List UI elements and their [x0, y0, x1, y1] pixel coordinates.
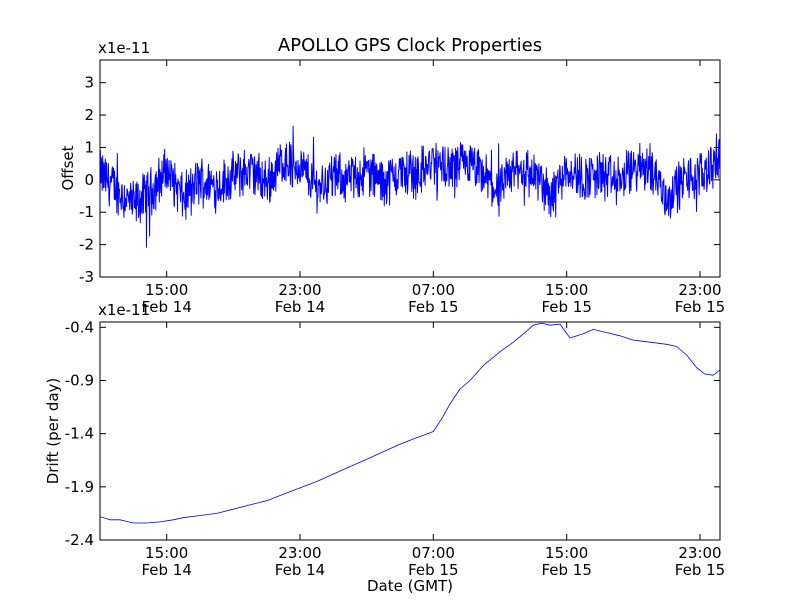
offset-x-tick-time: 15:00 — [545, 281, 588, 299]
drift-x-tick-date: Feb 14 — [141, 561, 191, 579]
drift-x-tick-time: 23:00 — [278, 544, 321, 562]
offset-x-tick-time: 07:00 — [412, 281, 455, 299]
drift-plot-frame — [99, 321, 721, 541]
drift-y-tick-label: -2.4 — [65, 531, 94, 549]
drift-y-tick-label: -1.9 — [65, 478, 94, 496]
drift-x-tick-date: Feb 15 — [675, 561, 725, 579]
offset-y-tick-label: -3 — [79, 268, 94, 286]
offset-series-line — [100, 125, 720, 248]
drift-x-tick-date: Feb 15 — [408, 561, 458, 579]
drift-series — [100, 322, 720, 524]
drift-y-ticks: -0.4 -0.9 -1.4 -1.9 -2.4 — [65, 318, 720, 549]
offset-x-tick-date: Feb 15 — [408, 298, 458, 316]
offset-x-tick-date: Feb 14 — [275, 298, 325, 316]
drift-y-tick-label: -0.9 — [65, 371, 94, 389]
offset-series — [100, 125, 720, 248]
offset-x-tick-time: 23:00 — [678, 281, 721, 299]
drift-x-tick-date: Feb 14 — [275, 561, 325, 579]
offset-scale-note: x1e-11 — [98, 39, 150, 57]
drift-y-tick-label: -0.4 — [65, 318, 94, 336]
drift-x-axis-label: Date (GMT) — [367, 577, 453, 595]
offset-y-tick-label: 3 — [84, 74, 94, 92]
drift-x-tick-time: 07:00 — [412, 544, 455, 562]
offset-x-tick-time: 23:00 — [278, 281, 321, 299]
offset-x-tick-date: Feb 15 — [675, 298, 725, 316]
offset-y-tick-label: 0 — [84, 171, 94, 189]
offset-x-tick-time: 15:00 — [145, 281, 188, 299]
drift-scale-note: x1e-11 — [98, 301, 150, 319]
offset-y-tick-label: 1 — [84, 138, 94, 156]
drift-x-tick-time: 15:00 — [545, 544, 588, 562]
drift-x-tick-time: 23:00 — [678, 544, 721, 562]
offset-y-tick-label: -1 — [79, 203, 94, 221]
drift-y-tick-label: -1.4 — [65, 425, 94, 443]
chart-title: APOLLO GPS Clock Properties — [278, 35, 542, 56]
drift-y-axis-label: Drift (per day) — [44, 378, 62, 485]
offset-x-tick-date: Feb 15 — [541, 298, 591, 316]
drift-x-tick-date: Feb 15 — [541, 561, 591, 579]
offset-y-tick-label: -2 — [79, 236, 94, 254]
drift-series-line — [100, 322, 720, 524]
offset-y-tick-label: 2 — [84, 106, 94, 124]
offset-y-ticks: 3 2 1 0 -1 -2 -3 — [79, 74, 720, 286]
offset-y-axis-label: Offset — [59, 145, 77, 190]
offset-x-tick-date: Feb 14 — [141, 298, 191, 316]
drift-x-tick-time: 15:00 — [145, 544, 188, 562]
drift-panel: x1e-11 Drift (per day) Date (GMT) -0.4-0… — [44, 301, 725, 595]
